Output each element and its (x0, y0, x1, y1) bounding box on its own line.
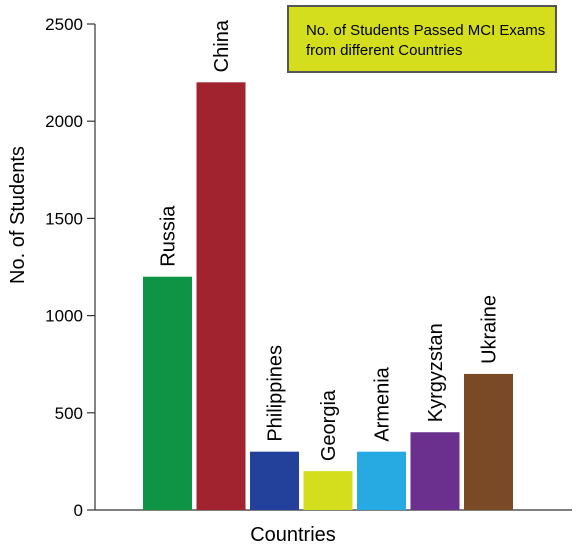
chart-title-box: No. of Students Passed MCI Exams from di… (287, 5, 557, 73)
y-tick-label: 1500 (45, 209, 83, 228)
y-tick-label: 2000 (45, 112, 83, 131)
bar-philippines (250, 451, 299, 510)
y-tick-label: 500 (55, 404, 83, 423)
bar-georgia (303, 471, 353, 510)
bar-label: Armenia (372, 366, 394, 441)
y-tick-label: 0 (74, 501, 83, 520)
y-tick-label: 2500 (45, 15, 83, 34)
y-tick-label: 1000 (45, 307, 83, 326)
bars (143, 82, 513, 510)
chart-title-line-1: No. of Students Passed MCI Exams (306, 22, 546, 39)
bar-armenia (357, 451, 406, 510)
bar-russia (143, 276, 192, 510)
bar-label: China (211, 19, 233, 72)
chart-title-line-2: from different Countries (306, 42, 463, 59)
y-axis-label: No. of Students (7, 146, 29, 284)
bar-label: Kyrgyzstan (425, 323, 447, 422)
bar-label: Georgia (318, 389, 340, 461)
bar-kyrgyzstan (410, 432, 460, 510)
bar-labels: Russia China Philippines Georgia Armenia Kyrg… (158, 19, 501, 461)
y-axis: 0 500 1000 1500 2000 2500 (45, 15, 572, 520)
x-axis-label: Countries (250, 524, 336, 546)
bar-label: Russia (158, 205, 180, 267)
bar-label: Philippines (265, 345, 287, 442)
bar-label: Ukraine (479, 295, 501, 364)
bar-china (196, 82, 246, 510)
bar-ukraine (464, 373, 513, 510)
